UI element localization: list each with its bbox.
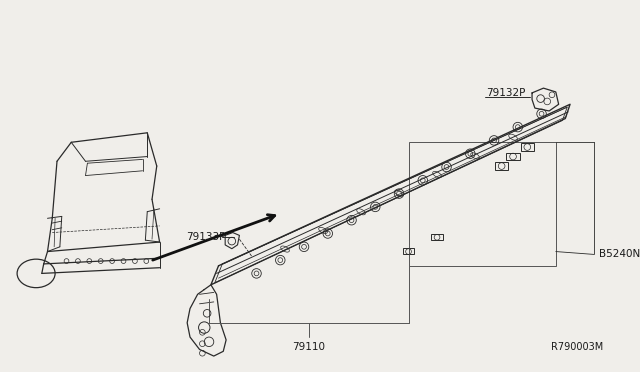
Bar [403, 248, 414, 254]
Bar [506, 153, 520, 160]
Text: 79110: 79110 [292, 341, 325, 352]
Bar [521, 143, 534, 151]
Bar [431, 234, 443, 240]
Text: R790003M: R790003M [551, 341, 604, 352]
Text: 79132P: 79132P [486, 88, 526, 98]
Bar [495, 162, 508, 170]
Text: B5240N: B5240N [598, 249, 640, 259]
Text: 79133P: 79133P [186, 232, 225, 242]
Bar [408, 142, 556, 266]
